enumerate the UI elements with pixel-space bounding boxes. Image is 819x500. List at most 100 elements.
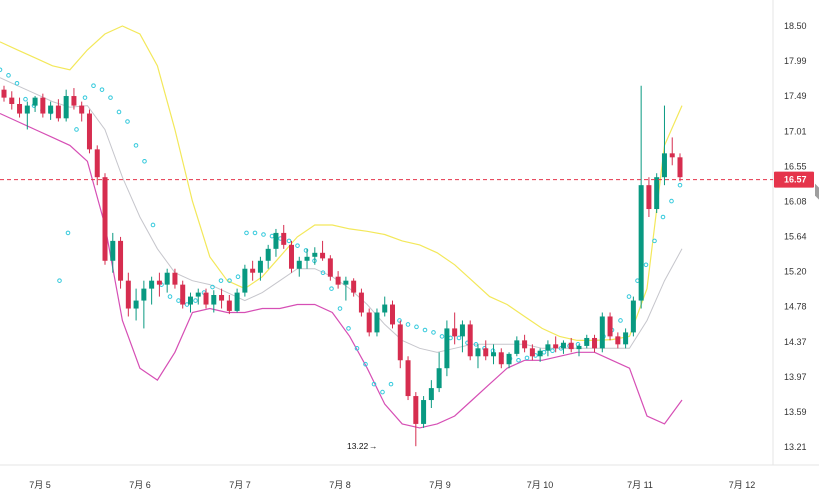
candle-body bbox=[118, 240, 124, 281]
sar-dot bbox=[176, 298, 181, 303]
candle-body bbox=[444, 328, 450, 369]
sar-dot bbox=[652, 238, 657, 244]
y-tick-label: 14.37 bbox=[784, 337, 807, 347]
candle-body bbox=[413, 396, 419, 424]
candle-body bbox=[576, 345, 582, 350]
candle-body bbox=[32, 97, 38, 106]
x-tick-label: 7月 12 bbox=[729, 480, 756, 490]
candle-body bbox=[467, 324, 473, 357]
candle-body bbox=[405, 360, 411, 397]
sar-dot bbox=[354, 346, 360, 351]
candle-body bbox=[304, 256, 310, 261]
sar-dot bbox=[618, 318, 623, 323]
bollinger-bands bbox=[0, 25, 683, 429]
candle-body bbox=[421, 400, 427, 424]
candle-body bbox=[172, 272, 178, 285]
sar-dot bbox=[626, 294, 632, 299]
y-tick-label: 17.99 bbox=[784, 56, 807, 66]
candle-body bbox=[358, 292, 364, 313]
sar-dot bbox=[380, 389, 385, 395]
candle-body bbox=[491, 352, 497, 357]
candle-body bbox=[428, 388, 434, 401]
candle-body bbox=[71, 96, 77, 106]
current-price-line: 16.57 bbox=[0, 171, 819, 200]
sar-dot bbox=[677, 182, 683, 188]
price-scale-handle-icon[interactable] bbox=[815, 183, 819, 200]
y-tick-label: 17.01 bbox=[784, 126, 807, 136]
sar-dot bbox=[65, 230, 71, 236]
candle-body bbox=[623, 332, 629, 345]
sar-dot bbox=[6, 73, 11, 78]
price-axis: 18.50 17.99 17.49 17.01 16.55 16.08 15.64 15.20… bbox=[784, 21, 807, 452]
low-annotation-label: 13.22 bbox=[347, 441, 369, 451]
candle-body bbox=[24, 105, 30, 114]
candle-body bbox=[79, 105, 85, 114]
candle-body bbox=[452, 328, 458, 337]
candle-body bbox=[677, 157, 683, 178]
sar-dot bbox=[99, 87, 105, 92]
sar-dot bbox=[286, 238, 292, 244]
y-tick-label: 15.20 bbox=[784, 267, 807, 277]
current-price-label: 16.57 bbox=[784, 175, 807, 185]
candle-body bbox=[646, 185, 652, 210]
x-tick-label: 7月 6 bbox=[129, 480, 151, 490]
middle-band-line bbox=[0, 77, 683, 353]
sar-dot bbox=[150, 222, 156, 228]
candle-body bbox=[187, 296, 193, 305]
sar-dot bbox=[456, 335, 462, 341]
x-tick-label: 7月 7 bbox=[229, 480, 251, 490]
candle-body bbox=[94, 149, 100, 178]
candle-body bbox=[506, 353, 512, 365]
candle-body bbox=[86, 113, 92, 150]
candle-body bbox=[599, 316, 605, 349]
candle-body bbox=[156, 280, 162, 285]
sar-dot bbox=[116, 109, 122, 115]
candle-body bbox=[537, 350, 543, 357]
candle-body bbox=[288, 244, 294, 269]
candle-body bbox=[592, 337, 598, 349]
candle-body bbox=[545, 344, 551, 351]
candle-body bbox=[40, 97, 46, 114]
sar-dot bbox=[388, 381, 394, 387]
sar-dot bbox=[142, 158, 147, 164]
parabolic-sar bbox=[0, 67, 683, 395]
sar-dot bbox=[108, 95, 113, 100]
candle-body bbox=[48, 105, 54, 114]
sar-dot bbox=[235, 274, 241, 279]
sar-dot bbox=[516, 357, 521, 363]
sar-dot bbox=[524, 355, 530, 361]
x-tick-label: 7月 10 bbox=[527, 480, 554, 490]
candle-body bbox=[382, 304, 388, 313]
sar-dot bbox=[82, 95, 88, 100]
candle-body bbox=[459, 324, 465, 337]
sar-dot bbox=[550, 348, 555, 354]
sar-dot bbox=[23, 96, 28, 102]
current-price-badge bbox=[774, 171, 814, 188]
candle-body bbox=[366, 312, 372, 333]
candle-body bbox=[498, 352, 504, 365]
candle-body bbox=[9, 97, 15, 104]
candle-body bbox=[110, 240, 116, 261]
y-tick-label: 13.97 bbox=[784, 372, 807, 382]
sar-dot bbox=[57, 278, 62, 283]
y-tick-label: 17.49 bbox=[784, 91, 807, 101]
sar-dot bbox=[218, 278, 224, 283]
candle-body bbox=[102, 177, 108, 261]
y-tick-label: 13.59 bbox=[784, 407, 807, 417]
sar-dot bbox=[329, 286, 334, 291]
sar-dot bbox=[643, 262, 649, 268]
candle-body bbox=[397, 324, 403, 361]
sar-dot bbox=[541, 349, 547, 355]
sar-dot bbox=[414, 324, 419, 330]
y-tick-label: 15.64 bbox=[784, 232, 807, 242]
candle-body bbox=[164, 272, 170, 285]
candle-body bbox=[141, 288, 147, 301]
candle-body bbox=[226, 300, 232, 311]
sar-dot bbox=[261, 232, 266, 237]
sar-dot bbox=[490, 348, 496, 354]
candle-body bbox=[257, 260, 263, 273]
candle-body bbox=[483, 348, 489, 357]
candle-body bbox=[661, 153, 667, 178]
candle-body bbox=[638, 185, 644, 301]
